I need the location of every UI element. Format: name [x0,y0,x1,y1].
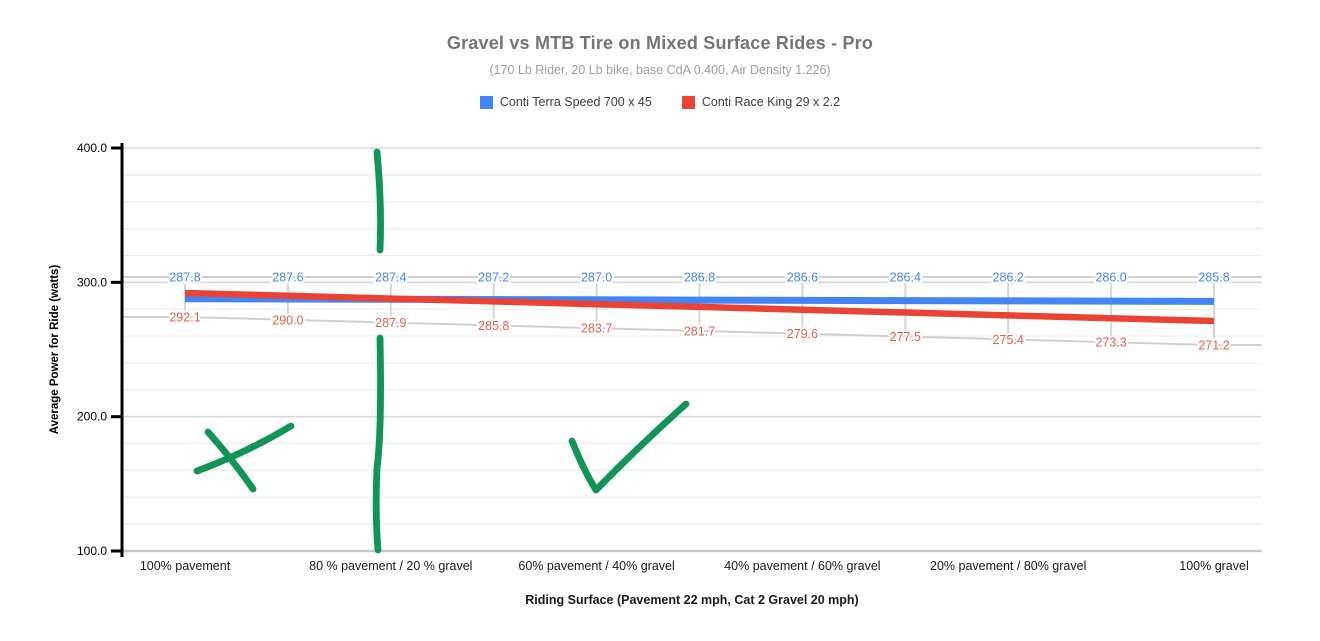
data-label-race-king: 287.9 [375,316,406,330]
data-label-race-king: 279.6 [787,327,818,341]
legend-label: Conti Race King 29 x 2.2 [701,95,841,109]
y-tick-label: 300.0 [77,275,107,289]
annotation-check-mark [568,400,690,494]
legend-item-terra-speed: Conti Terra Speed 700 x 45 [479,95,652,109]
data-label-race-king: 283.7 [581,322,612,336]
data-label-race-king: 292.1 [169,310,200,324]
data-label-race-king: 281.7 [684,324,715,338]
annotation-x-mark [204,428,257,493]
legend-item-race-king: Conti Race King 29 x 2.2 [681,95,841,109]
data-label-race-king: 275.4 [993,333,1024,347]
x-tick-label: 40% pavement / 60% gravel [724,559,880,573]
annotation-x-mark [193,422,295,475]
data-label-terra-speed: 286.2 [993,271,1024,285]
data-label-terra-speed: 286.0 [1095,271,1126,285]
x-tick-label: 60% pavement / 40% gravel [518,559,674,573]
legend: Conti Terra Speed 700 x 45 Conti Race Ki… [0,95,1320,109]
data-label-terra-speed: 286.4 [890,271,921,285]
data-label-terra-speed: 286.6 [787,271,818,285]
x-tick-label: 100% gravel [1179,559,1249,573]
y-tick-label: 100.0 [77,544,107,558]
data-label-race-king: 290.0 [272,313,303,327]
data-label-terra-speed: 285.8 [1198,271,1229,285]
legend-swatch-red [681,95,695,109]
data-label-race-king: 273.3 [1095,336,1126,350]
data-label-terra-speed: 286.8 [684,271,715,285]
legend-label: Conti Terra Speed 700 x 45 [499,95,652,109]
x-tick-label: 80 % pavement / 20 % gravel [309,559,472,573]
annotation-vertical-line-lower [372,334,384,554]
data-label-terra-speed: 287.2 [478,271,509,285]
y-tick-label: 200.0 [77,410,107,424]
data-label-race-king: 271.2 [1198,339,1229,353]
data-label-terra-speed: 287.6 [272,271,303,285]
legend-swatch-blue [479,95,493,109]
series-line-race-king [184,289,1215,325]
data-label-race-king: 277.5 [890,330,921,344]
annotation-vertical-line-upper [373,148,384,254]
y-axis-title: Average Power for Ride (watts) [49,265,61,435]
y-tick-label: 400.0 [77,141,107,155]
data-label-terra-speed: 287.4 [375,271,406,285]
data-label-race-king: 285.8 [478,319,509,333]
x-tick-label: 100% pavement [140,559,231,573]
data-label-terra-speed: 287.8 [169,271,200,285]
chart-title: Gravel vs MTB Tire on Mixed Surface Ride… [446,33,874,53]
x-axis-title: Riding Surface (Pavement 22 mph, Cat 2 G… [525,593,858,607]
chart-subtitle: (170 Lb Rider, 20 Lb bike, base CdA 0.40… [489,63,831,77]
data-label-terra-speed: 287.0 [581,271,612,285]
x-tick-label: 20% pavement / 80% gravel [930,559,1086,573]
